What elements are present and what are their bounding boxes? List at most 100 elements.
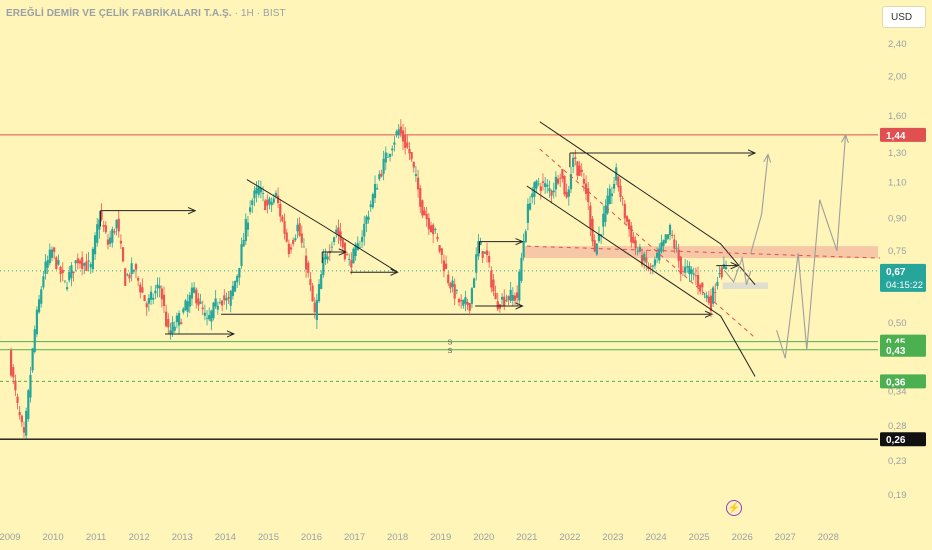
candle-body (688, 265, 691, 275)
candle-body (636, 250, 639, 252)
candle-body (227, 297, 230, 299)
candle-body (302, 246, 306, 248)
candle-body (477, 241, 480, 257)
y-tick-label: 0,23 (888, 456, 907, 467)
candle-body (218, 302, 222, 304)
candle-body (617, 176, 620, 188)
candle-body (221, 300, 224, 306)
candle-body (330, 246, 334, 248)
candle-body (186, 301, 189, 312)
candle-body (649, 266, 652, 268)
candle-body (156, 284, 159, 289)
y-tick-label: 2,00 (888, 71, 907, 82)
candle-body (658, 248, 661, 261)
candle-body (572, 157, 575, 167)
lightning-icon[interactable]: ⚡ (726, 500, 742, 516)
candle-body (320, 274, 323, 289)
price-label-box (880, 342, 926, 357)
candle-body (85, 261, 88, 271)
candle-body (270, 202, 273, 206)
y-tick-label: 0,28 (888, 421, 907, 432)
candle-body (703, 293, 706, 295)
candle-body (498, 304, 502, 309)
x-tick-label: 2024 (645, 532, 666, 543)
candle-body (569, 174, 573, 190)
candle-body (539, 186, 542, 191)
candle-body (466, 302, 469, 306)
candle-body (253, 190, 256, 199)
candle-body (369, 204, 372, 207)
candle-body (541, 181, 545, 183)
x-axis: 2009 2010 2011 2012 2013 2014 2015 2016 2017 2018… (0, 532, 839, 543)
candle-body (382, 158, 385, 174)
candle-body (294, 238, 297, 241)
candle-body (440, 248, 443, 256)
candle-body (289, 247, 293, 250)
candle-body (602, 213, 605, 227)
candle-body (31, 348, 34, 371)
candle-body (511, 294, 514, 301)
candle-body (223, 295, 226, 301)
candle-body (509, 289, 512, 301)
candle-body (416, 177, 420, 190)
candle-body (716, 281, 719, 286)
candle-body (673, 239, 676, 249)
candle-body (550, 190, 553, 196)
candle-body (46, 260, 49, 268)
candle-body (124, 268, 127, 286)
candle-body (593, 240, 596, 252)
candle-body (126, 274, 129, 276)
candle-body (343, 242, 346, 260)
candle-body (544, 183, 547, 188)
candle-body (537, 183, 540, 185)
price-label-box (880, 263, 926, 292)
x-tick-label: 2025 (689, 532, 710, 543)
currency-button[interactable]: USD (882, 6, 926, 28)
candle-body (188, 295, 191, 307)
candle-body (656, 252, 659, 258)
candle-body (453, 284, 456, 299)
candle-body (518, 271, 521, 301)
candle-body (488, 256, 491, 263)
candle-body (208, 314, 211, 320)
candle-body (386, 156, 390, 158)
candle-body (600, 234, 603, 236)
candle-body (554, 176, 558, 190)
candle-body (309, 279, 312, 286)
candle-body (27, 390, 30, 419)
x-tick-label: 2027 (775, 532, 796, 543)
candle-body (29, 374, 32, 398)
candle-body (584, 183, 588, 194)
price-label-text: 0,36 (886, 377, 906, 388)
x-tick-label: 2018 (387, 532, 408, 543)
candle-body (686, 266, 689, 268)
candle-body (259, 187, 262, 193)
candle-body (513, 295, 517, 301)
zone-1 (722, 282, 769, 290)
candle-body (165, 311, 168, 327)
candle-body (666, 234, 669, 239)
candle-body (149, 291, 153, 300)
candle-body (675, 248, 678, 250)
x-tick-label: 2012 (129, 532, 150, 543)
candle-body (48, 249, 51, 264)
candle-body (410, 152, 413, 160)
x-tick-label: 2013 (172, 532, 193, 543)
candle-body (145, 303, 148, 308)
candle-body (712, 287, 715, 304)
candle-body (492, 279, 495, 292)
candle-body (455, 290, 458, 291)
candle-body (470, 288, 474, 304)
candle-body (604, 205, 607, 222)
candle-body (205, 317, 209, 319)
candle-body (42, 276, 45, 288)
candle-body (597, 233, 601, 242)
candle-body (175, 315, 178, 323)
candle-body (503, 296, 506, 307)
candle-body (18, 411, 21, 416)
candle-body (264, 200, 267, 211)
candle-body (500, 296, 504, 300)
candle-body (195, 289, 198, 304)
